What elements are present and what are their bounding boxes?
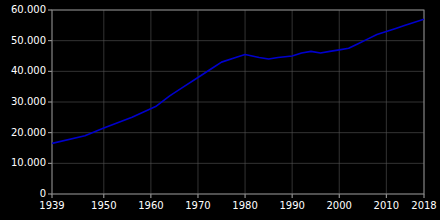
grid-line (52, 40, 424, 41)
tick-label: 60.000 (11, 4, 46, 15)
chart: 0 10.000 20.000 30.000 40.000 50.000 60.000 193… (0, 0, 440, 220)
tick (292, 194, 293, 198)
tick (339, 194, 340, 198)
tick-label: 1939 (39, 200, 64, 211)
plot-frame (52, 10, 424, 194)
tick-label: 30.000 (11, 96, 46, 107)
grid-line (292, 10, 293, 194)
plot-area (52, 19, 424, 143)
tick-label: 1970 (185, 200, 210, 211)
tick-label: 1950 (91, 200, 116, 211)
grid-line (52, 71, 424, 72)
tick (48, 102, 52, 103)
tick (48, 10, 52, 11)
tick (48, 40, 52, 41)
tick-label: 2010 (374, 200, 399, 211)
tick-label: 2000 (327, 200, 352, 211)
tick (48, 132, 52, 133)
tick-label: 10.000 (11, 157, 46, 168)
tick (48, 194, 52, 195)
tick-label: 1980 (232, 200, 257, 211)
tick (52, 194, 53, 198)
tick (150, 194, 151, 198)
grid-line (150, 10, 151, 194)
tick-label: 40.000 (11, 65, 46, 76)
tick-label: 1990 (279, 200, 304, 211)
grid (52, 10, 424, 194)
tick-label: 50.000 (11, 35, 46, 46)
tick-label: 20.000 (11, 127, 46, 138)
grid-line (245, 10, 246, 194)
tick (197, 194, 198, 198)
tick (48, 163, 52, 164)
tick (424, 194, 425, 198)
tick (103, 194, 104, 198)
line (52, 19, 424, 143)
tick-label: 1960 (138, 200, 163, 211)
grid-line (52, 132, 424, 133)
background (0, 0, 440, 220)
grid-line (52, 102, 424, 103)
grid-line (386, 10, 387, 194)
tick (48, 71, 52, 72)
tick-label: 2018 (411, 200, 436, 211)
grid-line (197, 10, 198, 194)
tick (245, 194, 246, 198)
axes: 0 10.000 20.000 30.000 40.000 50.000 60.000 193… (11, 4, 437, 211)
grid-line (103, 10, 104, 194)
tick (386, 194, 387, 198)
grid-line (52, 163, 424, 164)
grid-line (339, 10, 340, 194)
tick-label: 0 (40, 188, 46, 199)
